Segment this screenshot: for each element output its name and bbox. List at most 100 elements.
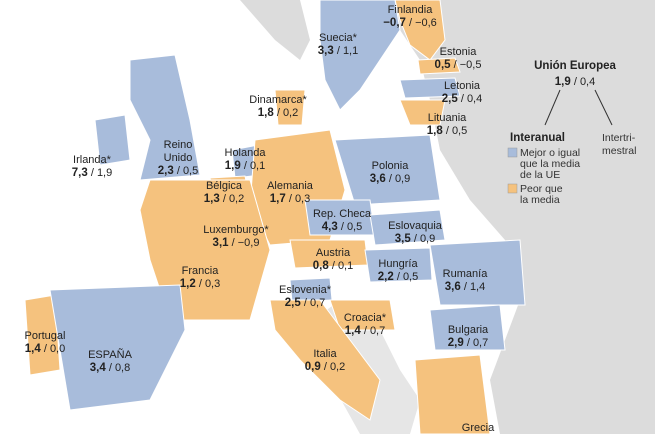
intertrimestral-value: 0,9 xyxy=(420,233,435,245)
country-values: 3,5 / 0,9 xyxy=(395,233,435,245)
country-name: Francia xyxy=(182,265,220,277)
country-shape xyxy=(319,0,401,111)
intertrimestral-value: −0,6 xyxy=(415,17,437,29)
country-name: Reino xyxy=(164,139,193,151)
country-values: 2,5 / 0,7 xyxy=(285,297,325,309)
interanual-value: 1,8 xyxy=(427,125,444,137)
country-name: Suecia* xyxy=(319,32,358,44)
country-name: Letonia xyxy=(444,80,481,92)
separator: / xyxy=(106,362,115,374)
country-shape xyxy=(417,57,461,75)
country-name: Croacia* xyxy=(344,312,387,324)
interanual-value: 1,3 xyxy=(204,193,220,205)
intertrimestral-value: 0,9 xyxy=(395,173,410,185)
separator: / xyxy=(274,107,283,119)
country-values: 2,3 / 0,5 xyxy=(158,165,198,177)
intertrimestral-value: 0,2 xyxy=(229,193,244,205)
country-shape xyxy=(24,294,61,376)
separator: / xyxy=(386,173,395,185)
country-values: 7,3 / 1,9 xyxy=(72,167,112,179)
interanual-value: 4,3 xyxy=(322,221,338,233)
country-shape xyxy=(364,247,433,283)
country-values: 1,4 / 0,0 xyxy=(25,343,65,355)
separator: / xyxy=(88,167,97,179)
separator: / xyxy=(329,260,338,272)
intertrimestral-value: −0,5 xyxy=(460,59,482,71)
interanual-value: 1,9 xyxy=(225,160,241,172)
interanual-value: 3,5 xyxy=(395,233,412,245)
country-shape xyxy=(414,354,491,434)
interanual-value: 1,7 xyxy=(270,193,286,205)
separator: / xyxy=(464,337,473,349)
interanual-value: 2,5 xyxy=(285,297,302,309)
interanual-value: 3,6 xyxy=(370,173,386,185)
interanual-value: 2,5 xyxy=(442,93,459,105)
country-values: 1,3 / 0,2 xyxy=(204,193,244,205)
separator: / xyxy=(301,297,310,309)
eu-values: 1,9 / 0,4 xyxy=(555,76,595,88)
country-values: 1,7 / 0,3 xyxy=(270,193,310,205)
interanual-value: 1,4 xyxy=(25,343,42,355)
legend-text: Peor que xyxy=(520,183,563,195)
separator: / xyxy=(41,343,50,355)
interanual-value: 2,9 xyxy=(448,337,464,349)
intertrimestral-value: 0,7 xyxy=(473,337,488,349)
separator: / xyxy=(394,271,403,283)
country-name: Rumanía xyxy=(443,268,489,280)
intertrimestral-value: 0,7 xyxy=(310,297,325,309)
interanual-value: 3,4 xyxy=(90,362,107,374)
intertrimestral-value: 0,7 xyxy=(370,325,385,337)
intertrimestral-value: 0,0 xyxy=(50,343,65,355)
pointer xyxy=(594,89,613,126)
separator: / xyxy=(286,193,295,205)
country-name: Lituania xyxy=(428,112,467,124)
country-name: Grecia xyxy=(462,422,495,434)
intertrimestral-value: 0,8 xyxy=(115,362,130,374)
country-values: 1,4 / 0,7 xyxy=(345,325,385,337)
country-values: 1,2 / 0,3 xyxy=(180,278,220,290)
eu-intertrimestral: 0,4 xyxy=(580,76,595,88)
country-shape xyxy=(429,239,526,306)
separator: / xyxy=(411,233,420,245)
separator: / xyxy=(443,125,452,137)
separator: / xyxy=(461,281,470,293)
intertrimestral-value: 0,5 xyxy=(403,271,418,283)
separator: / xyxy=(406,17,415,29)
legend-text: la media xyxy=(520,194,560,206)
country-values: 0,5 / −0,5 xyxy=(435,59,482,71)
separator: / xyxy=(571,76,580,88)
interanual-value: 2,3 xyxy=(158,165,174,177)
intertrimestral-value: 0,4 xyxy=(467,93,482,105)
country-values: 3,4 / 0,8 xyxy=(90,362,130,374)
country-name: Estonia xyxy=(440,46,478,58)
country-name: Finlandia xyxy=(388,4,434,16)
intertrimestral-value: 0,1 xyxy=(338,260,353,272)
intertrimestral-value: 0,3 xyxy=(205,278,220,290)
country-values: 2,9 / 0,7 xyxy=(448,337,488,349)
separator: / xyxy=(458,93,467,105)
interanual-value: 3,3 xyxy=(318,45,334,57)
intertrimestral-value: 0,5 xyxy=(452,125,467,137)
country-name: Italia xyxy=(313,348,337,360)
separator: / xyxy=(321,361,330,373)
legend-text: de la UE xyxy=(520,169,560,181)
interanual-value: 1,2 xyxy=(180,278,196,290)
interanual-value: 1,8 xyxy=(258,107,275,119)
country-values: 0,9 / 0,2 xyxy=(305,361,345,373)
intertrimestral-value: 0,3 xyxy=(295,193,310,205)
interanual-value: 1,4 xyxy=(345,325,362,337)
country-name: Austria xyxy=(316,247,351,259)
eu-interanual: 1,9 xyxy=(555,76,571,88)
country-values: 1,8 / 0,5 xyxy=(427,125,467,137)
intertrimestral-value: 0,2 xyxy=(330,361,345,373)
legend-swatch xyxy=(507,183,518,194)
interanual-value: 7,3 xyxy=(72,167,88,179)
country-shape xyxy=(334,134,441,206)
intertrimestral-value: 1,1 xyxy=(343,45,358,57)
country-name: Irlanda* xyxy=(73,154,112,166)
country-shape xyxy=(274,89,306,126)
country-values: 3,6 / 0,9 xyxy=(370,173,410,185)
country-name: Bulgaria xyxy=(448,324,489,336)
separator: / xyxy=(229,237,238,249)
